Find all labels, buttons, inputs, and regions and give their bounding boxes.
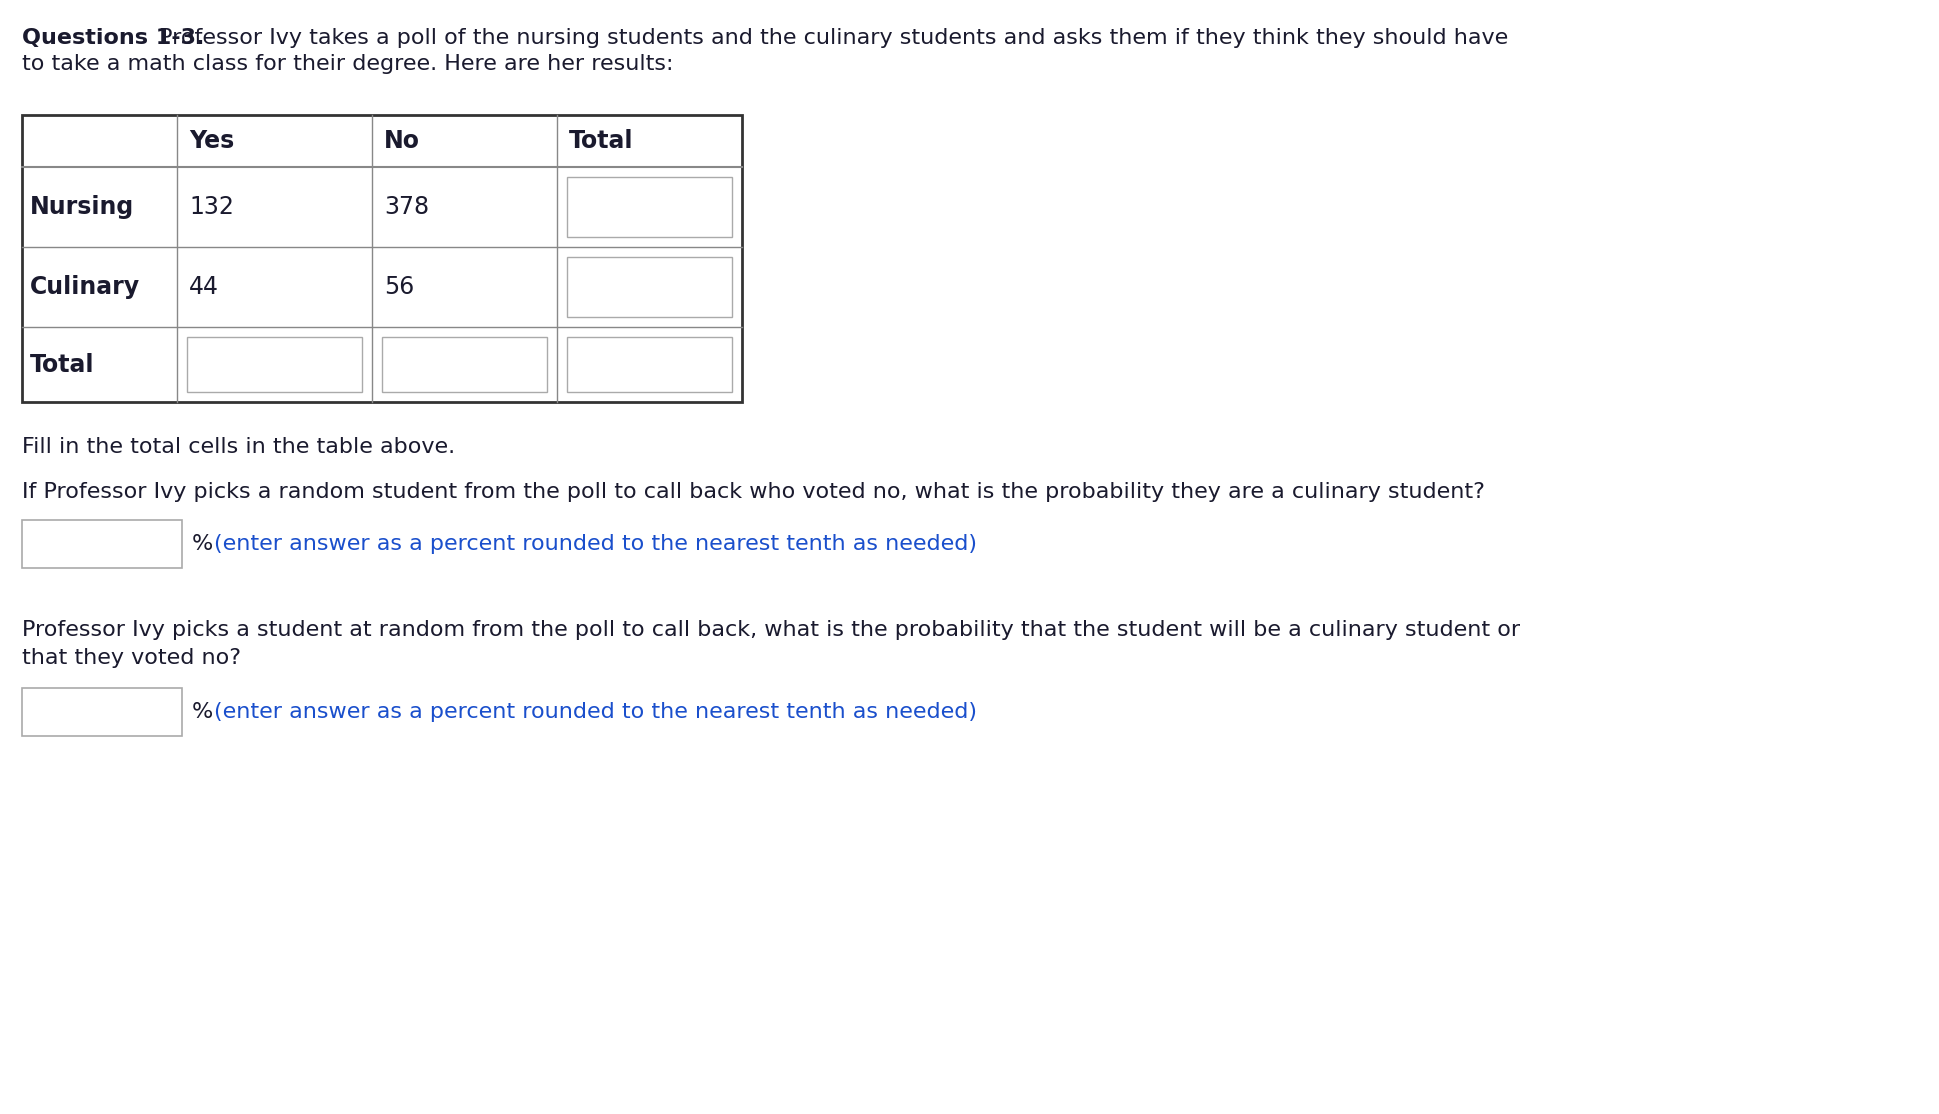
Text: Culinary: Culinary: [29, 275, 140, 299]
Text: to take a math class for their degree. Here are her results:: to take a math class for their degree. H…: [21, 53, 673, 74]
Bar: [566, 177, 731, 237]
Text: Questions 1-3.: Questions 1-3.: [21, 28, 204, 48]
Text: Fill in the total cells in the table above.: Fill in the total cells in the table abo…: [21, 437, 456, 457]
Text: If Professor Ivy picks a random student from the poll to call back who voted no,: If Professor Ivy picks a random student …: [21, 482, 1483, 502]
Text: Professor Ivy takes a poll of the nursing students and the culinary students and: Professor Ivy takes a poll of the nursin…: [151, 28, 1507, 48]
Text: Yes: Yes: [188, 129, 235, 153]
Bar: [382, 338, 547, 392]
Text: Total: Total: [568, 129, 634, 153]
Text: Nursing: Nursing: [29, 195, 134, 219]
Bar: [21, 688, 182, 736]
Text: %: %: [192, 534, 213, 554]
Bar: [21, 520, 182, 568]
Text: (enter answer as a percent rounded to the nearest tenth as needed): (enter answer as a percent rounded to th…: [213, 534, 977, 554]
Text: Total: Total: [29, 352, 95, 377]
Text: 56: 56: [384, 275, 415, 299]
Text: that they voted no?: that they voted no?: [21, 648, 240, 668]
Bar: [566, 257, 731, 317]
Text: 44: 44: [188, 275, 219, 299]
Text: Professor Ivy picks a student at random from the poll to call back, what is the : Professor Ivy picks a student at random …: [21, 620, 1520, 641]
Text: (enter answer as a percent rounded to the nearest tenth as needed): (enter answer as a percent rounded to th…: [213, 702, 977, 722]
Text: 378: 378: [384, 195, 429, 219]
Bar: [21, 115, 741, 402]
Text: 132: 132: [188, 195, 235, 219]
Bar: [186, 338, 363, 392]
Text: No: No: [384, 129, 419, 153]
Bar: [566, 338, 731, 392]
Text: %: %: [192, 702, 213, 722]
